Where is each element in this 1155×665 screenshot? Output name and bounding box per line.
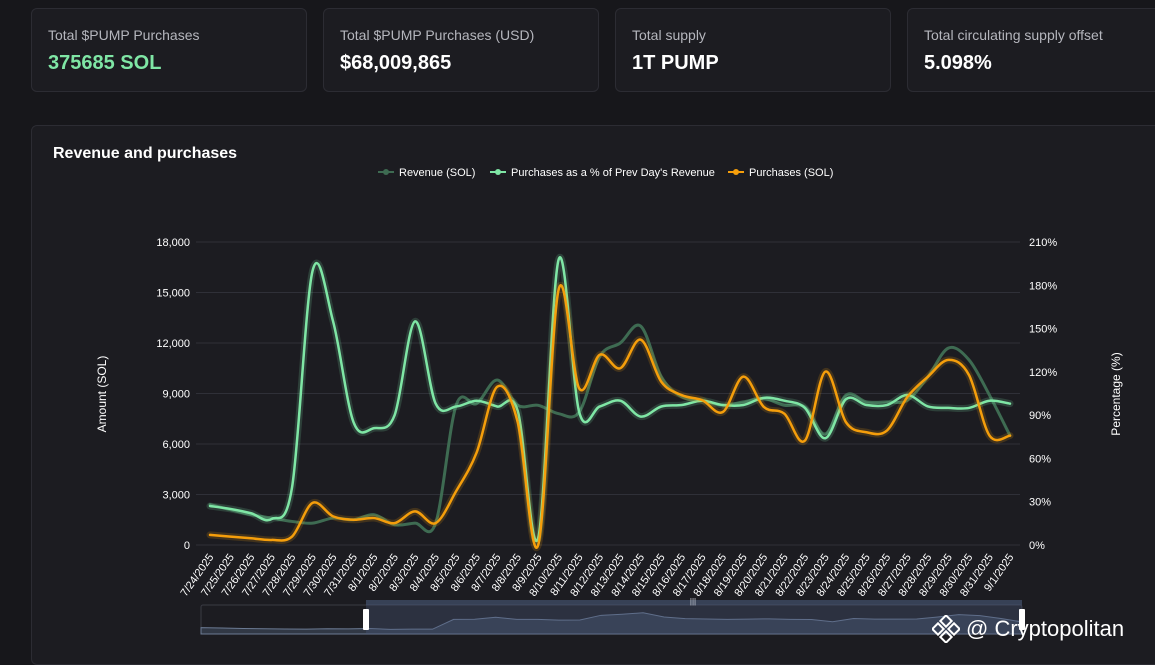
stat-label: Total supply	[632, 27, 706, 43]
watermark-text: @ Cryptopolitan	[966, 616, 1125, 641]
y-tick-label: 18,000	[156, 237, 190, 249]
stat-value: 5.098%	[924, 52, 992, 74]
y2-tick-label: 150%	[1029, 324, 1057, 336]
y2-tick-label: 60%	[1029, 453, 1051, 465]
stat-card-total-purchases-sol: Total $PUMP Purchases 375685 SOL	[31, 8, 307, 92]
zoom-selection[interactable]	[366, 605, 1022, 634]
series-line	[208, 284, 1012, 549]
stat-label: Total $PUMP Purchases	[48, 27, 200, 43]
stat-label: Total $PUMP Purchases (USD)	[340, 27, 535, 43]
zoom-handle-right[interactable]	[1019, 609, 1025, 630]
series-glow	[206, 253, 1014, 545]
legend-marker	[383, 169, 389, 175]
stat-value: 375685 SOL	[48, 52, 162, 74]
legend-marker	[733, 169, 739, 175]
series-glow	[206, 281, 1014, 552]
chart-title: Revenue and purchases	[53, 145, 238, 162]
y-tick-label: 12,000	[156, 338, 190, 350]
y-tick-label: 6,000	[162, 439, 190, 451]
y-tick-label: 0	[184, 540, 190, 552]
y-tick-label: 9,000	[162, 389, 190, 401]
zoom-grip-icon: |||	[690, 597, 696, 606]
zoom-handle-left[interactable]	[363, 609, 369, 630]
zoom-preview-area	[200, 612, 1023, 635]
stat-card-total-supply: Total supply 1T PUMP	[615, 8, 891, 92]
stat-value: 1T PUMP	[632, 52, 719, 74]
y-tick-label: 3,000	[162, 490, 190, 502]
stat-value: $68,009,865	[340, 52, 452, 74]
chart-card	[31, 125, 1155, 665]
binance-logo-icon	[932, 615, 960, 643]
stat-card-total-purchases-usd: Total $PUMP Purchases (USD) $68,009,865	[323, 8, 599, 92]
stat-card-circulating-supply-offset: Total circulating supply offset 5.098%	[907, 8, 1155, 92]
legend-label: Revenue (SOL)	[399, 167, 475, 179]
legend-label: Purchases as a % of Prev Day's Revenue	[511, 167, 715, 179]
y2-tick-label: 90%	[1029, 410, 1051, 422]
legend-marker	[495, 169, 501, 175]
y2-tick-label: 180%	[1029, 280, 1057, 292]
y-axis-label: Amount (SOL)	[95, 356, 109, 433]
zoom-move-bar[interactable]	[366, 600, 1022, 605]
y2-tick-label: 30%	[1029, 497, 1051, 509]
y2-tick-label: 0%	[1029, 540, 1045, 552]
y2-axis-label: Percentage (%)	[1109, 352, 1123, 435]
stat-label: Total circulating supply offset	[924, 27, 1103, 43]
legend-label: Purchases (SOL)	[749, 167, 833, 179]
y2-tick-label: 120%	[1029, 367, 1057, 379]
y2-tick-label: 210%	[1029, 237, 1057, 249]
y-tick-label: 15,000	[156, 288, 190, 300]
watermark: @ Cryptopolitan	[932, 615, 1124, 643]
